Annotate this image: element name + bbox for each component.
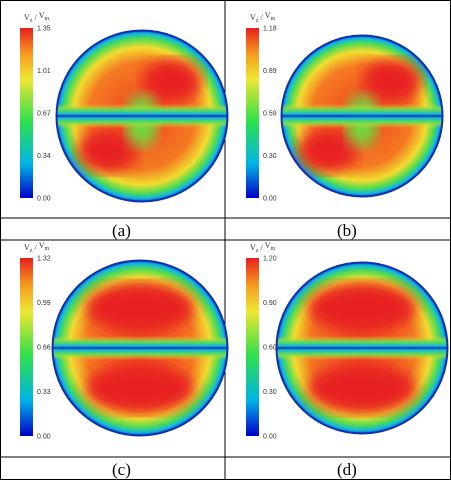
colorbar-tick: 0.67	[37, 111, 51, 118]
colorbar-tick: 0.60	[263, 345, 277, 352]
panel-label: (a)	[112, 221, 131, 240]
colorbar	[20, 28, 33, 198]
subscript: m	[44, 16, 49, 22]
label-part: V	[250, 243, 256, 252]
panel: Vz / Vm1.200.900.600.300.00(d)	[246, 241, 449, 479]
colorbar	[246, 28, 259, 198]
colorbar-tick: 0.34	[37, 153, 51, 160]
contour-plot	[52, 260, 228, 436]
label-part: V	[265, 11, 271, 20]
panel-label: (b)	[337, 221, 357, 240]
colorbar-tick: 0.00	[37, 434, 51, 441]
colorbar-tick: 0.00	[263, 434, 277, 441]
subscript: m	[270, 246, 275, 252]
core-bottom	[297, 129, 357, 173]
subscript: z	[30, 18, 33, 24]
subscript: m	[270, 16, 275, 22]
label-part: /	[260, 243, 263, 252]
colorbar-tick: 0.89	[263, 68, 277, 75]
divider-band	[281, 104, 443, 128]
colorbar-tick: 0.30	[263, 153, 277, 160]
colorbar	[246, 258, 259, 436]
colorbar-label: Vz / Vm	[24, 11, 49, 24]
colorbar-tick: 1.01	[37, 68, 51, 75]
panel: Vz / Vm1.320.990.660.330.00(c)	[20, 241, 229, 479]
colorbar-tick: 0.33	[37, 389, 51, 396]
core-bottom	[77, 129, 137, 173]
panel: Vz / Vm1.180.890.590.300.00(b)	[246, 11, 444, 240]
colorbar-label: Vz / Vm	[250, 241, 275, 254]
contour-plot	[56, 30, 228, 202]
panel-label: (c)	[112, 460, 131, 479]
subscript: m	[44, 246, 49, 252]
label-part: /	[34, 13, 37, 22]
core-top	[142, 59, 202, 103]
colorbar-tick: 1.35	[37, 26, 51, 33]
colorbar-tick: 1.32	[37, 256, 51, 263]
subscript: z	[256, 248, 259, 254]
colorbar-tick: 0.00	[37, 196, 51, 203]
divider-band	[56, 104, 228, 128]
core-bottom	[85, 363, 195, 413]
colorbar-tick: 0.90	[263, 300, 277, 307]
contour-plot	[281, 35, 443, 197]
core-bottom	[307, 363, 417, 413]
label-part: /	[260, 13, 263, 22]
label-part: V	[24, 243, 30, 252]
colorbar-tick: 1.20	[263, 256, 277, 263]
disc-outline	[51, 259, 229, 437]
colorbar-tick: 0.00	[263, 196, 277, 203]
colorbar-tick: 0.66	[37, 345, 51, 352]
disc-outline	[55, 29, 229, 203]
divider-band	[52, 336, 228, 360]
core-top	[307, 283, 417, 333]
core-top	[85, 283, 195, 333]
panel-label: (d)	[337, 460, 357, 479]
subscript: z	[30, 248, 33, 254]
colorbar	[20, 258, 33, 436]
contour-plot	[276, 262, 448, 434]
label-part: V	[265, 241, 271, 250]
disc-outline	[280, 34, 444, 198]
label-part: V	[24, 13, 30, 22]
colorbar-tick: 1.18	[263, 26, 277, 33]
disc-outline	[275, 261, 449, 435]
panel: Vz / Vm1.351.010.670.340.00(a)	[20, 11, 229, 240]
colorbar-label: Vz / Vm	[24, 241, 49, 254]
label-part: V	[39, 11, 45, 20]
colorbar-tick: 0.30	[263, 389, 277, 396]
subscript: z	[256, 18, 259, 24]
label-part: V	[250, 13, 256, 22]
label-part: /	[34, 243, 37, 252]
colorbar-tick: 0.99	[37, 300, 51, 307]
divider-band	[276, 336, 448, 360]
core-top	[362, 59, 422, 103]
colorbar-label: Vz / Vm	[250, 11, 275, 24]
label-part: V	[39, 241, 45, 250]
colorbar-tick: 0.59	[263, 111, 277, 118]
